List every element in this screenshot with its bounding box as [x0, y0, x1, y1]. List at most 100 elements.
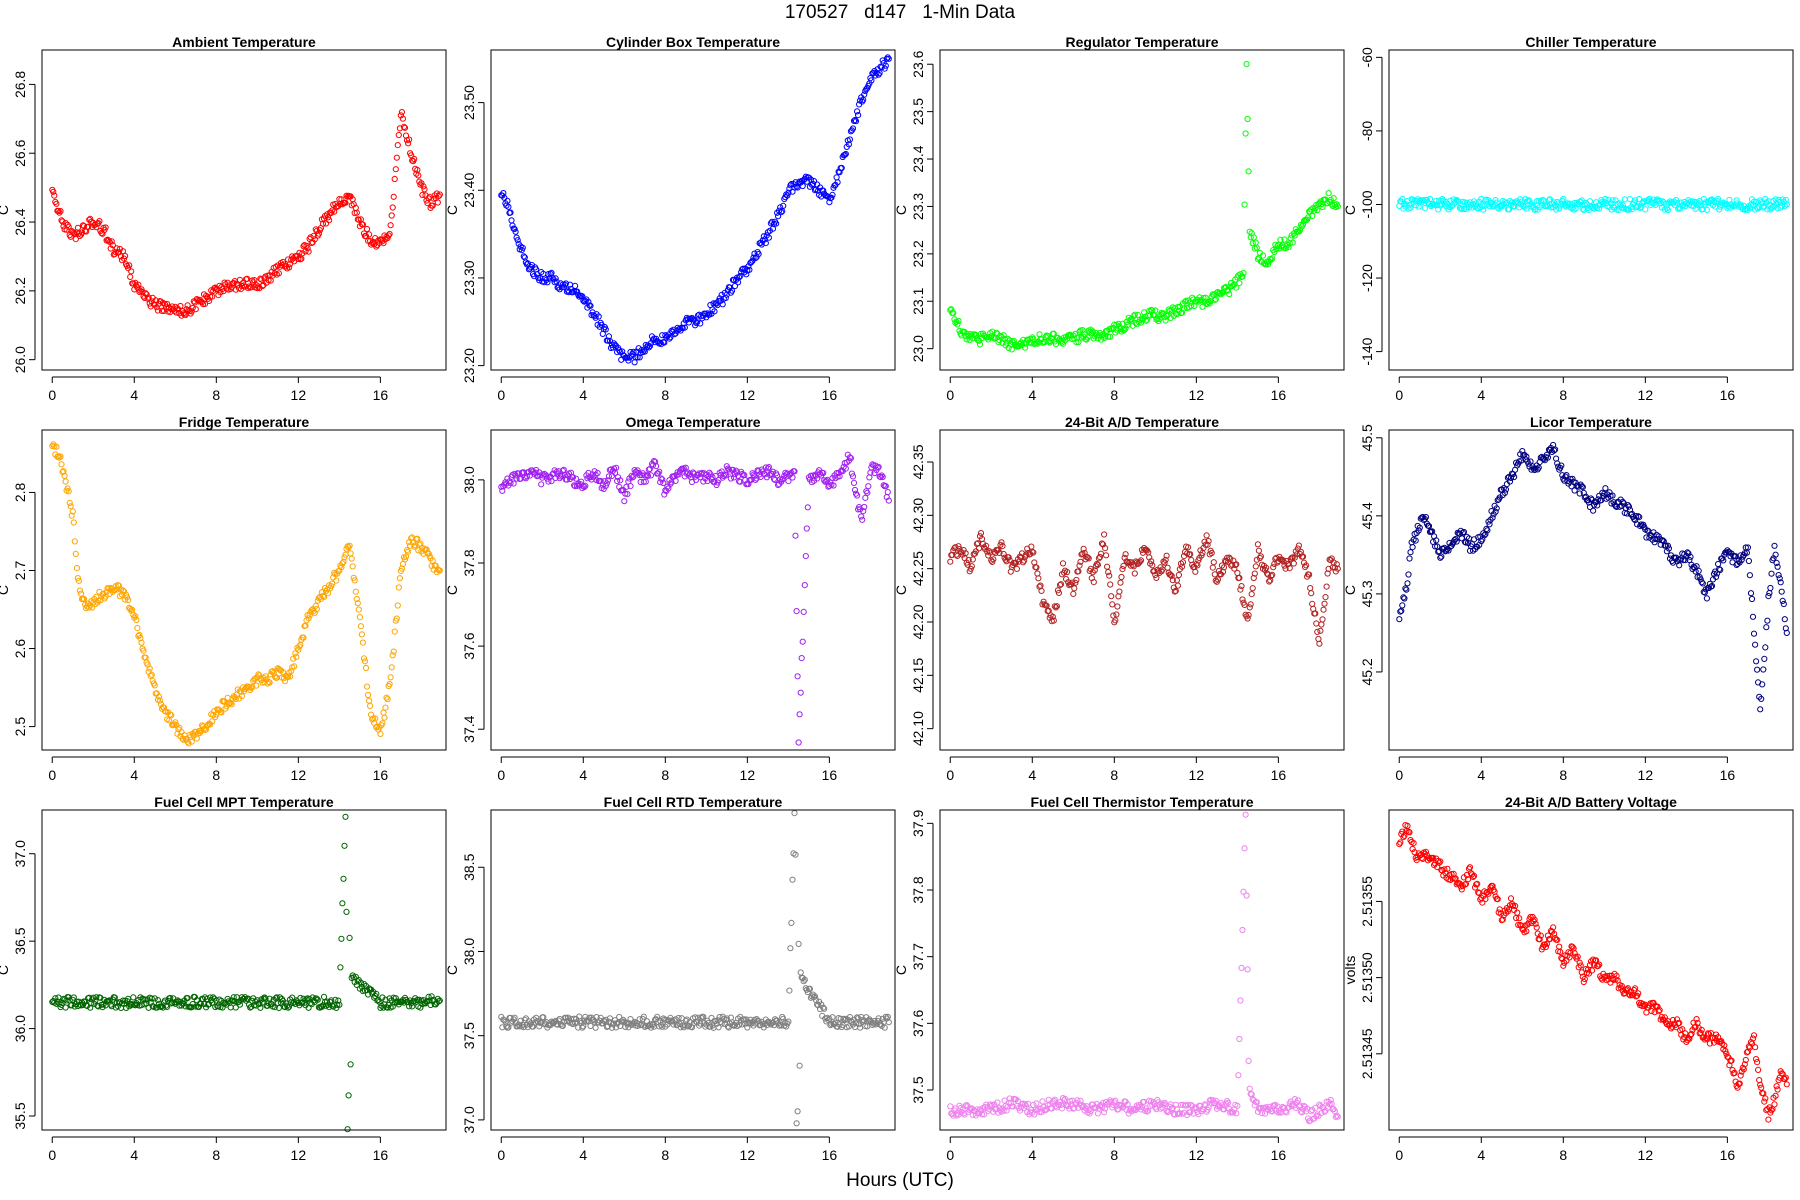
data-point: [406, 136, 413, 143]
data-point: [627, 348, 634, 356]
data-point: [1422, 848, 1430, 856]
data-point: [285, 1004, 292, 1011]
y-tick-label: 37.8: [910, 876, 926, 903]
data-point: [1516, 915, 1523, 922]
data-point: [722, 1016, 729, 1023]
data-point: [978, 1111, 986, 1118]
data-point: [1216, 290, 1223, 297]
data-point: [1757, 706, 1764, 713]
data-point: [885, 1019, 892, 1026]
x-tick-label: 0: [48, 1147, 56, 1163]
data-point: [806, 985, 813, 992]
data-point: [1327, 196, 1334, 203]
data-point: [257, 1004, 264, 1011]
panel-title: Chiller Temperature: [1525, 34, 1656, 50]
data-point: [1035, 575, 1042, 582]
data-point: [1268, 256, 1275, 263]
data-point: [65, 488, 72, 495]
data-point: [508, 217, 515, 224]
data-point: [66, 499, 73, 507]
data-point: [881, 65, 888, 72]
x-tick-label: 8: [661, 1147, 669, 1163]
data-point: [785, 478, 792, 485]
y-tick-label: 23.0: [910, 335, 926, 362]
data-point: [640, 1013, 647, 1020]
data-point: [1255, 547, 1262, 554]
data-point: [660, 479, 667, 487]
data-point: [1169, 577, 1176, 584]
data-point: [1240, 270, 1247, 277]
data-point: [199, 301, 207, 308]
data-point: [1753, 658, 1760, 665]
data-point: [1771, 542, 1778, 549]
data-point: [337, 964, 344, 971]
data-point: [1299, 553, 1307, 560]
data-point: [1664, 206, 1671, 214]
data-point: [1579, 484, 1586, 491]
data-point: [128, 1002, 135, 1009]
data-point: [326, 217, 333, 224]
data-point: [1569, 475, 1576, 482]
x-tick-label: 4: [1028, 767, 1036, 783]
data-point: [1102, 545, 1109, 552]
data-point: [646, 343, 653, 350]
data-point: [852, 118, 860, 125]
panel-title: Cylinder Box Temperature: [606, 34, 780, 50]
data-point: [1635, 990, 1642, 997]
data-point: [810, 178, 818, 185]
data-point: [1633, 513, 1640, 520]
data-point: [1526, 197, 1533, 204]
data-point: [1736, 1080, 1743, 1087]
data-point: [1137, 557, 1145, 564]
y-tick-label: 45.4: [1359, 502, 1375, 529]
data-point: [1007, 1100, 1014, 1107]
data-point: [188, 738, 195, 745]
data-point: [436, 567, 443, 574]
data-point: [382, 996, 389, 1003]
plot-frame: [1388, 809, 1794, 1131]
data-point: [1049, 613, 1056, 620]
y-axis-label: C: [0, 585, 11, 595]
data-point: [514, 237, 521, 244]
data-point: [1149, 307, 1156, 314]
data-point: [1406, 555, 1413, 562]
data-point: [647, 340, 655, 347]
data-point: [847, 455, 854, 462]
data-point: [1676, 1019, 1683, 1027]
y-tick-label: 23.40: [461, 173, 477, 208]
data-point: [770, 475, 778, 483]
data-point: [318, 1003, 325, 1010]
data-point: [1251, 570, 1258, 577]
data-point: [851, 117, 859, 124]
data-point: [386, 230, 393, 238]
data-point: [727, 475, 734, 482]
data-point: [1655, 1008, 1662, 1015]
data-point: [67, 233, 74, 240]
data-point: [1167, 314, 1174, 321]
data-point: [516, 1023, 523, 1030]
data-point: [644, 472, 651, 480]
data-point: [1755, 1066, 1762, 1073]
data-point: [415, 172, 422, 179]
data-point: [1334, 203, 1341, 210]
data-point: [348, 555, 355, 562]
data-point: [625, 357, 632, 364]
data-point: [801, 976, 808, 983]
data-point: [1052, 341, 1060, 348]
data-point: [192, 1003, 199, 1010]
x-tick-label: 12: [1638, 1147, 1654, 1163]
x-tick-label: 8: [212, 1147, 220, 1163]
data-point: [1242, 130, 1249, 137]
data-point: [1249, 240, 1256, 247]
data-point: [1192, 568, 1199, 575]
data-point: [107, 1001, 114, 1008]
data-point: [1245, 1057, 1252, 1064]
data-points: [49, 109, 443, 319]
data-point: [74, 224, 82, 231]
data-point: [88, 1000, 95, 1007]
data-point: [303, 996, 310, 1003]
data-point: [1246, 1085, 1253, 1092]
data-point: [557, 473, 564, 480]
